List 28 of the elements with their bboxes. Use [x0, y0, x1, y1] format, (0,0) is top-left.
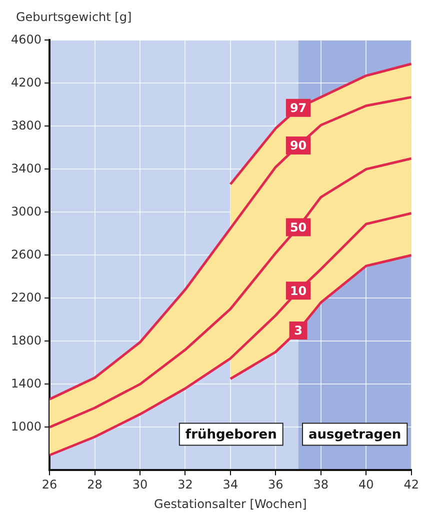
y-tick-label: 2600: [10, 247, 42, 262]
y-tick-label: 3400: [10, 161, 42, 176]
y-tick-label: 3000: [10, 204, 42, 218]
x-tick-label: 26: [42, 478, 58, 492]
x-tick-label: 40: [358, 478, 374, 492]
x-tick-label: 32: [178, 478, 193, 492]
x-tick-label: 30: [132, 478, 148, 492]
y-tick-label: 3800: [10, 118, 42, 132]
x-tick-label: 34: [222, 478, 238, 492]
series-label: 3: [294, 324, 302, 338]
series-label: 97: [290, 101, 307, 116]
series-label: 50: [290, 220, 307, 234]
series-label: 90: [290, 138, 307, 153]
y-tick-label: 4600: [10, 32, 42, 46]
band-label: frühgeboren: [185, 428, 277, 443]
x-axis-title: Gestationsalter [Wochen]: [154, 496, 307, 511]
x-tick-label: 28: [87, 478, 102, 492]
y-axis-title: Geburtsgewicht [g]: [15, 9, 133, 26]
y-tick-label: 1000: [10, 419, 42, 434]
x-tick-label: 42: [404, 478, 420, 492]
x-tick-label: 36: [268, 478, 284, 492]
y-tick-label: 4200: [10, 75, 42, 90]
series-label: 10: [290, 284, 307, 298]
y-tick-label: 1400: [10, 376, 42, 390]
y-tick-label: 1800: [10, 333, 42, 348]
x-tick-label: 38: [313, 478, 329, 492]
y-tick-label: 2200: [10, 290, 42, 304]
band-label: ausgetragen: [308, 428, 402, 443]
